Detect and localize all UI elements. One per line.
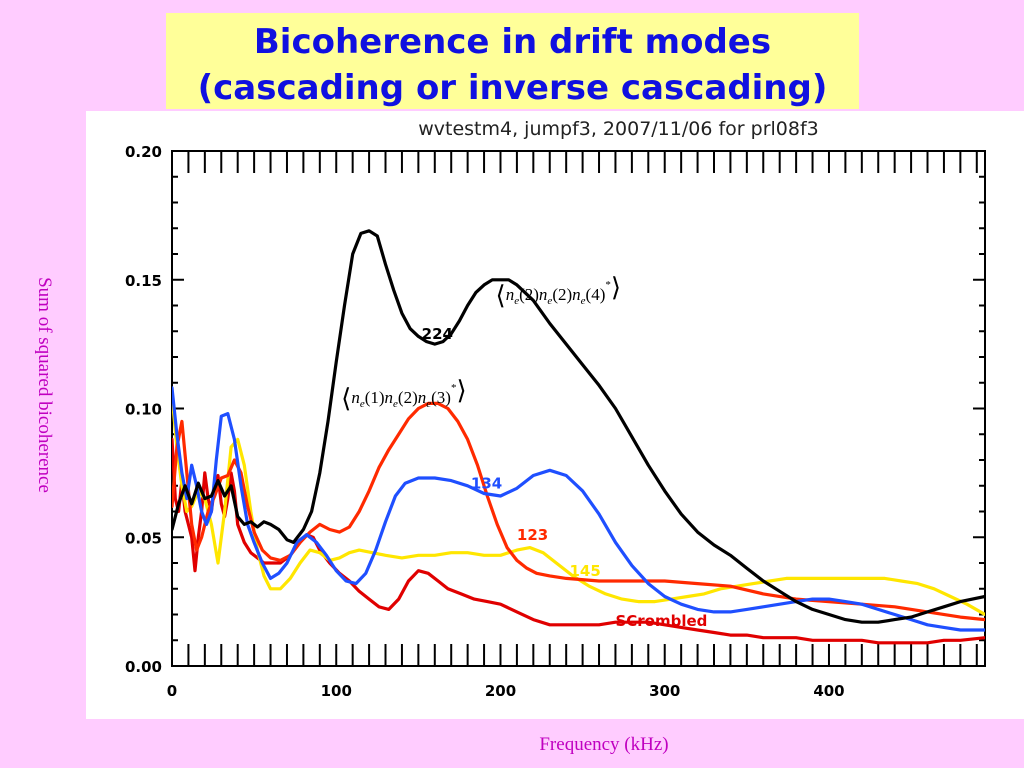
- annotation-part: e: [360, 398, 365, 410]
- y-tick-label: 0.20: [125, 143, 162, 161]
- series-label-123: 123: [517, 526, 548, 544]
- series-line-145: [172, 394, 985, 617]
- slide-title-line2: (cascading or inverse cascading): [197, 68, 828, 108]
- annotation-part: n: [418, 388, 427, 407]
- plot-panel: wvtestm4, jumpf3, 2007/11/06 for prl08f3…: [86, 111, 1024, 719]
- annotation-part: ⟨: [341, 384, 351, 413]
- series-label-scrombled: SCrombled: [615, 612, 707, 630]
- annotation-part: e: [581, 295, 586, 307]
- series-label-134: 134: [471, 474, 502, 492]
- plot-frame: [171, 150, 986, 667]
- annotation-part: ⟩: [611, 273, 621, 302]
- annotation-part: e: [426, 398, 431, 410]
- annotation-part: *: [605, 279, 611, 291]
- x-tick-label: 100: [321, 682, 352, 700]
- series-line-123: [172, 401, 985, 622]
- y-tick-label: 0.05: [125, 529, 162, 547]
- annotation-part: n: [351, 388, 360, 407]
- annotation-part: ⟩: [456, 376, 466, 405]
- y-tick-label: 0.15: [125, 272, 162, 290]
- x-axis-label: Frequency (kHz): [539, 734, 669, 755]
- x-tick-label: 200: [485, 682, 516, 700]
- y-tick-label: 0.00: [125, 658, 162, 676]
- annotation-part: (4): [586, 285, 606, 304]
- annotation-part: (2): [552, 285, 572, 304]
- series-line-224: [172, 229, 985, 624]
- x-tick-label: 0: [167, 682, 177, 700]
- annotation-part: (3): [431, 388, 451, 407]
- annotation-part: (2): [398, 388, 418, 407]
- annotation-part: n: [506, 285, 515, 304]
- title-box: Bicoherence in drift modes (cascading or…: [166, 13, 859, 109]
- annotation-ne2-ne2-ne4: ⟨ne(2)ne(2)ne(4)*⟩: [496, 273, 621, 310]
- annotation-part: n: [572, 285, 581, 304]
- annotation-ne1-ne2-ne3: ⟨ne(1)ne(2)ne(3)*⟩: [341, 376, 466, 413]
- series-label-224: 224: [422, 325, 453, 343]
- annotation-part: n: [539, 285, 548, 304]
- annotation-part: *: [451, 382, 457, 394]
- y-axis-label: Sum of squared bicoherence: [34, 277, 55, 493]
- y-tick-label: 0.10: [125, 401, 162, 419]
- chart-title: wvtestm4, jumpf3, 2007/11/06 for prl08f3: [418, 118, 819, 140]
- slide-title-line1: Bicoherence in drift modes: [253, 22, 772, 62]
- annotation-part: e: [393, 398, 398, 410]
- x-tick-label: 300: [649, 682, 680, 700]
- x-tick-label: 400: [813, 682, 844, 700]
- bicoherence-chart: wvtestm4, jumpf3, 2007/11/06 for prl08f3…: [125, 118, 986, 700]
- annotation-part: (2): [519, 285, 539, 304]
- minor-ticks: [171, 150, 985, 667]
- annotation-part: e: [514, 295, 519, 307]
- annotation-part: (1): [365, 388, 385, 407]
- annotation-part: e: [547, 295, 552, 307]
- series-line-134: [172, 386, 985, 632]
- annotation-part: ⟨: [496, 281, 506, 310]
- series-label-145: 145: [569, 562, 600, 580]
- annotation-part: n: [385, 388, 394, 407]
